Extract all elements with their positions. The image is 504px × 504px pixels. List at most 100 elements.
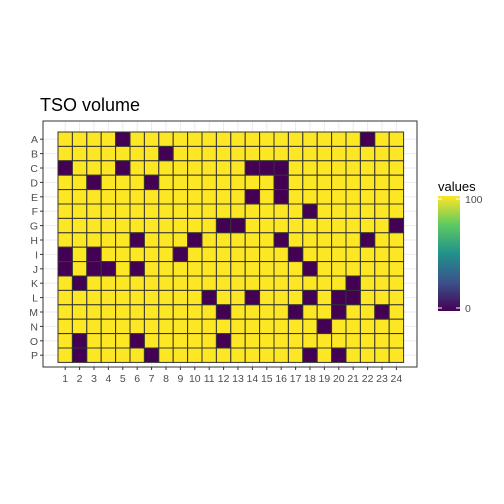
heatmap-cell-E10 [187, 189, 203, 205]
x-tick-label: 12 [218, 373, 230, 385]
heatmap-cell-I14 [244, 246, 261, 263]
heatmap-cell-K3 [86, 275, 102, 291]
heatmap-cell-M4 [100, 304, 117, 320]
heatmap-cell-D16 [273, 174, 289, 191]
heatmap-cell-E3 [86, 189, 102, 205]
x-tick-label: 16 [275, 373, 287, 385]
heatmap-cell-D12 [215, 174, 232, 191]
heatmap-cell-J17 [287, 261, 304, 277]
heatmap-cell-F1 [57, 203, 73, 219]
heatmap-cell-O17 [287, 333, 304, 349]
heatmap-cell-M3 [86, 304, 102, 320]
heatmap-cell-E24 [388, 189, 405, 205]
heatmap-cell-O10 [187, 333, 203, 349]
heatmap-cell-A18 [302, 131, 318, 147]
heatmap-cell-A3 [86, 131, 102, 147]
heatmap-cell-C18 [302, 160, 318, 176]
heatmap-cell-N4 [100, 318, 117, 335]
x-tick-label: 13 [232, 373, 244, 385]
heatmap-cell-H22 [359, 232, 376, 248]
heatmap-cell-L12 [215, 289, 232, 306]
heatmap-cell-M13 [230, 304, 246, 320]
heatmap-cell-I12 [215, 246, 232, 263]
heatmap-cell-M15 [259, 304, 275, 320]
heatmap-cell-B8 [158, 145, 174, 162]
heatmap-cell-H16 [273, 232, 289, 248]
heatmap-cell-N9 [172, 318, 189, 335]
heatmap-cell-I20 [331, 246, 347, 263]
legend: values 0 100 [438, 179, 483, 315]
heatmap-cell-E22 [359, 189, 376, 205]
heatmap-cell-J22 [359, 261, 376, 277]
heatmap-cell-G4 [100, 217, 117, 234]
heatmap-cell-K20 [331, 275, 347, 291]
legend-tick-label: 0 [465, 303, 471, 315]
x-tick-label: 17 [290, 373, 302, 385]
panel-border [42, 120, 418, 368]
heatmap-cell-I15 [259, 246, 275, 263]
heatmap-cell-L9 [172, 289, 189, 306]
heatmap-cell-B6 [129, 145, 145, 162]
x-tick-label: 15 [261, 373, 273, 385]
heatmap-cell-J20 [331, 261, 347, 277]
heatmap-cell-N7 [143, 318, 160, 335]
heatmap-cell-A14 [244, 131, 261, 147]
heatmap-cell-D21 [345, 174, 361, 191]
heatmap-cell-A11 [201, 131, 217, 147]
heatmap-cell-C7 [143, 160, 160, 176]
heatmap-cell-K19 [316, 275, 333, 291]
heatmap-cell-F7 [143, 203, 160, 219]
heatmap-cell-J4 [100, 261, 117, 277]
heatmap-cell-J16 [273, 261, 289, 277]
heatmap-cell-O22 [359, 333, 376, 349]
heatmap-cell-C11 [201, 160, 217, 176]
heatmap-cell-M21 [345, 304, 361, 320]
y-tick-label: B [31, 149, 38, 161]
heatmap-cell-B13 [230, 145, 246, 162]
heatmap-cell-I10 [187, 246, 203, 263]
heatmap-cell-C16 [273, 160, 289, 176]
heatmap-cell-K21 [345, 275, 361, 291]
x-tick-label: 5 [120, 373, 126, 385]
heatmap-cell-L10 [187, 289, 203, 306]
y-tick-label: K [31, 278, 38, 290]
heatmap-cell-O21 [345, 333, 361, 349]
heatmap-cell-P19 [316, 347, 333, 363]
heatmap-cell-H17 [287, 232, 304, 248]
heatmap-cell-P4 [100, 347, 117, 363]
heatmap-cell-E17 [287, 189, 304, 205]
heatmap-cell-M24 [388, 304, 405, 320]
heatmap-cell-I11 [201, 246, 217, 263]
heatmap-cell-D2 [71, 174, 88, 191]
heatmap-cell-E4 [100, 189, 117, 205]
heatmap-cell-J12 [215, 261, 232, 277]
heatmap-cell-I16 [273, 246, 289, 263]
heatmap-cell-D18 [302, 174, 318, 191]
heatmap-cell-N23 [374, 318, 390, 335]
x-tick-label: 19 [319, 373, 331, 385]
heatmap-cell-I24 [388, 246, 405, 263]
heatmap-cell-J8 [158, 261, 174, 277]
heatmap-cell-M16 [273, 304, 289, 320]
heatmap-cell-D20 [331, 174, 347, 191]
x-tick-label: 3 [91, 373, 97, 385]
heatmap-cell-A1 [57, 131, 73, 147]
heatmap-cell-L3 [86, 289, 102, 306]
heatmap-cell-F19 [316, 203, 333, 219]
cells-layer [57, 131, 405, 363]
heatmap-cell-B19 [316, 145, 333, 162]
heatmap-cell-L22 [359, 289, 376, 306]
heatmap-cell-F10 [187, 203, 203, 219]
heatmap-cell-P14 [244, 347, 261, 363]
heatmap-cell-C21 [345, 160, 361, 176]
heatmap-cell-O12 [215, 333, 232, 349]
heatmap-cell-P22 [359, 347, 376, 363]
heatmap-cell-F21 [345, 203, 361, 219]
y-tick-label: D [30, 177, 38, 189]
heatmap-cell-O13 [230, 333, 246, 349]
heatmap-cell-C20 [331, 160, 347, 176]
heatmap-cell-B1 [57, 145, 73, 162]
heatmap-cell-B7 [143, 145, 160, 162]
heatmap-cell-M20 [331, 304, 347, 320]
